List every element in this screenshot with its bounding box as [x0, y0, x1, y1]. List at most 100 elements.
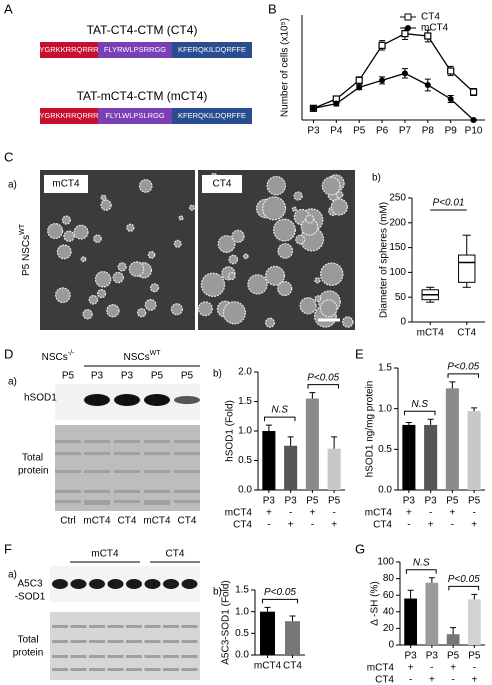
band — [174, 396, 200, 404]
bracket — [405, 569, 437, 574]
cell-cluster — [295, 234, 306, 245]
chart: G 0 20 40 60 80 100 Δ -SH (%) P3 P3 P5 P5 N.S P<0.05 m… — [355, 541, 485, 685]
gel-band — [174, 452, 200, 455]
band — [163, 579, 179, 589]
cell-cluster — [319, 299, 338, 318]
image-label: mCT4 — [52, 179, 80, 190]
cell-cluster — [247, 274, 268, 295]
band-label: hSOD1 — [24, 393, 57, 404]
segment — [98, 42, 172, 58]
y-axis-label: hSOD1 ng/mg protein — [365, 381, 376, 478]
band — [70, 579, 87, 589]
series-line — [313, 33, 475, 109]
annotation: P<0.01 — [433, 198, 465, 209]
annotation: P<0.05 — [447, 361, 479, 372]
gel-band — [144, 668, 161, 671]
group-label: NSCsWT — [123, 350, 161, 363]
treatment-name: CT4 — [233, 520, 252, 531]
band — [126, 579, 142, 589]
marker — [447, 67, 455, 75]
bar — [467, 411, 481, 490]
x-tick-label: P4 — [330, 126, 343, 137]
panel-label: F — [4, 541, 12, 556]
segment — [172, 42, 252, 58]
cell-cluster — [188, 204, 196, 211]
gel-band — [181, 625, 198, 628]
gel-band — [114, 490, 140, 493]
bar — [402, 424, 416, 490]
error-bar — [450, 627, 457, 635]
treatment-label: CT4 — [178, 516, 197, 527]
gel-band — [144, 640, 161, 643]
band — [84, 394, 110, 406]
x-tick-label: P5 — [446, 496, 459, 507]
error-bar — [264, 606, 271, 612]
band-label: -SOD1 — [15, 592, 46, 603]
error-bar — [471, 593, 478, 600]
chart: b) 0.0 0.5 1.0 1.5 2.0 hSOD1 (Fold) P3 P3 P5 P5 N.S… — [213, 367, 345, 531]
y-tick-label: 80 — [383, 573, 395, 584]
bracket — [307, 384, 339, 389]
total-label: Total — [22, 453, 43, 464]
x-tick-label: P7 — [399, 126, 412, 137]
marker — [310, 105, 317, 112]
total-label: Total — [17, 635, 38, 646]
side-label-sup: WT — [19, 223, 26, 235]
y-tick-label: 100 — [377, 557, 394, 568]
bar — [262, 431, 276, 490]
marker — [447, 96, 454, 102]
treatment-name: mCT4 — [225, 508, 253, 519]
bar — [425, 582, 439, 645]
cell-cluster — [178, 215, 184, 221]
y-tick-label: 200 — [389, 217, 406, 228]
cell-cluster — [293, 191, 303, 201]
cell-cluster — [106, 304, 120, 318]
gel-band — [163, 655, 179, 658]
cell-cluster — [242, 253, 249, 260]
bar — [327, 448, 341, 490]
cell-cluster — [197, 301, 213, 317]
group-label: CT4 — [166, 549, 185, 560]
bracket — [262, 598, 298, 604]
x-tick-label: P10 — [465, 126, 483, 137]
image-label: CT4 — [213, 179, 232, 190]
cell-cluster — [94, 271, 112, 288]
gel-band — [144, 470, 170, 473]
sub-label: a) — [8, 180, 17, 191]
cell-cluster — [56, 244, 72, 260]
treatment-label: Ctrl — [60, 516, 76, 527]
cell-cluster — [200, 272, 226, 297]
gel-band — [84, 440, 110, 443]
gel-band — [107, 640, 124, 643]
marker — [469, 88, 478, 96]
treatment-sign: - — [472, 508, 475, 519]
panel-label: b) — [213, 369, 222, 380]
band — [52, 579, 68, 589]
gel-band — [114, 452, 140, 455]
gel-band — [114, 500, 140, 503]
cell-cluster — [228, 254, 239, 265]
error-bar — [449, 381, 456, 389]
x-tick-label: P3 — [285, 496, 298, 507]
segment — [40, 42, 98, 58]
y-tick-label: 20 — [383, 623, 395, 634]
gel-band — [52, 625, 68, 628]
cell-cluster — [63, 230, 75, 242]
y-tick-label: 0.5 — [378, 444, 392, 455]
band — [107, 579, 124, 589]
treatment-sign: - — [430, 663, 433, 674]
y-axis-label: Δ -SH (%) — [370, 581, 381, 625]
cell-cluster — [80, 256, 87, 263]
cell-cluster — [265, 317, 276, 328]
lane-label: P5 — [181, 371, 194, 382]
y-tick-label: 0 — [400, 317, 406, 328]
gel-band — [144, 440, 170, 443]
image-label-box — [44, 175, 88, 193]
gel-band — [174, 470, 200, 473]
cell-cluster — [136, 308, 147, 318]
sequence: FLYRWLPSRRGG — [104, 45, 166, 54]
x-tick-label: P3 — [263, 496, 276, 507]
y-axis-label: hSOD1 (Fold) — [225, 400, 236, 462]
